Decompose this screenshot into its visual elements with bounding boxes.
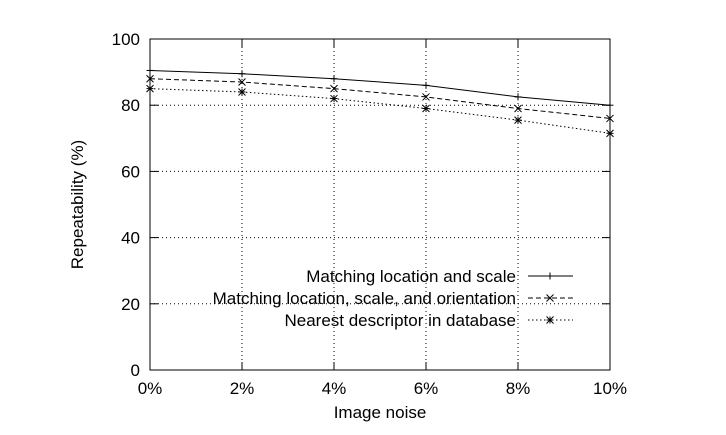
series-3-point: [514, 116, 522, 124]
series-2-point: [146, 74, 154, 83]
legend-marker: [546, 316, 554, 324]
series-1-point: [146, 66, 154, 74]
y-tick-label: 80: [121, 96, 140, 115]
series-2-point: [606, 114, 614, 123]
legend-label: Nearest descriptor in database: [284, 311, 516, 330]
series-3-point: [606, 129, 614, 138]
x-tick-label: 6%: [414, 379, 439, 398]
series-3-point: [238, 88, 246, 96]
x-tick-label: 8%: [506, 379, 531, 398]
series-2-point: [330, 84, 338, 93]
axis-ticks: 0 20 40 60 80 100 0% 2% 4% 6% 8% 10%: [112, 30, 627, 398]
series-line-2: [149, 78, 611, 119]
legend: Matching location and scale Matching loca…: [213, 267, 573, 330]
series-line-3: [149, 88, 611, 134]
y-tick-label: 60: [121, 162, 140, 181]
series-3-point: [422, 104, 430, 113]
legend-marker: [546, 294, 554, 302]
series-2-point: [238, 78, 246, 86]
grid-lines: [150, 39, 610, 370]
y-axis-label: Repeatability (%): [68, 140, 87, 269]
series-3-point: [330, 94, 338, 103]
series-3-point: [146, 84, 154, 93]
y-tick-label: 100: [112, 30, 140, 49]
series-1-point: [330, 75, 338, 83]
y-tick-label: 40: [121, 229, 140, 248]
series-2-point: [422, 93, 430, 101]
series-layer: [146, 66, 614, 138]
x-tick-label: 0%: [138, 379, 163, 398]
x-tick-label: 4%: [322, 379, 347, 398]
legend-label: Matching location, scale, and orientatio…: [213, 289, 516, 308]
series-2-point: [514, 104, 522, 113]
series-1-point: [238, 70, 246, 78]
series-1-point: [422, 81, 430, 89]
legend-marker: [546, 272, 554, 280]
series-1-point: [606, 101, 614, 109]
x-tick-label: 10%: [593, 379, 627, 398]
y-tick-label: 20: [121, 295, 140, 314]
series-1-point: [514, 93, 522, 101]
plot-frame: [149, 38, 611, 371]
series-line-1: [149, 69, 611, 106]
x-tick-label: 2%: [230, 379, 255, 398]
x-axis-label: Image noise: [334, 403, 427, 422]
y-tick-label: 0: [131, 361, 140, 380]
legend-label: Matching location and scale: [306, 267, 516, 286]
